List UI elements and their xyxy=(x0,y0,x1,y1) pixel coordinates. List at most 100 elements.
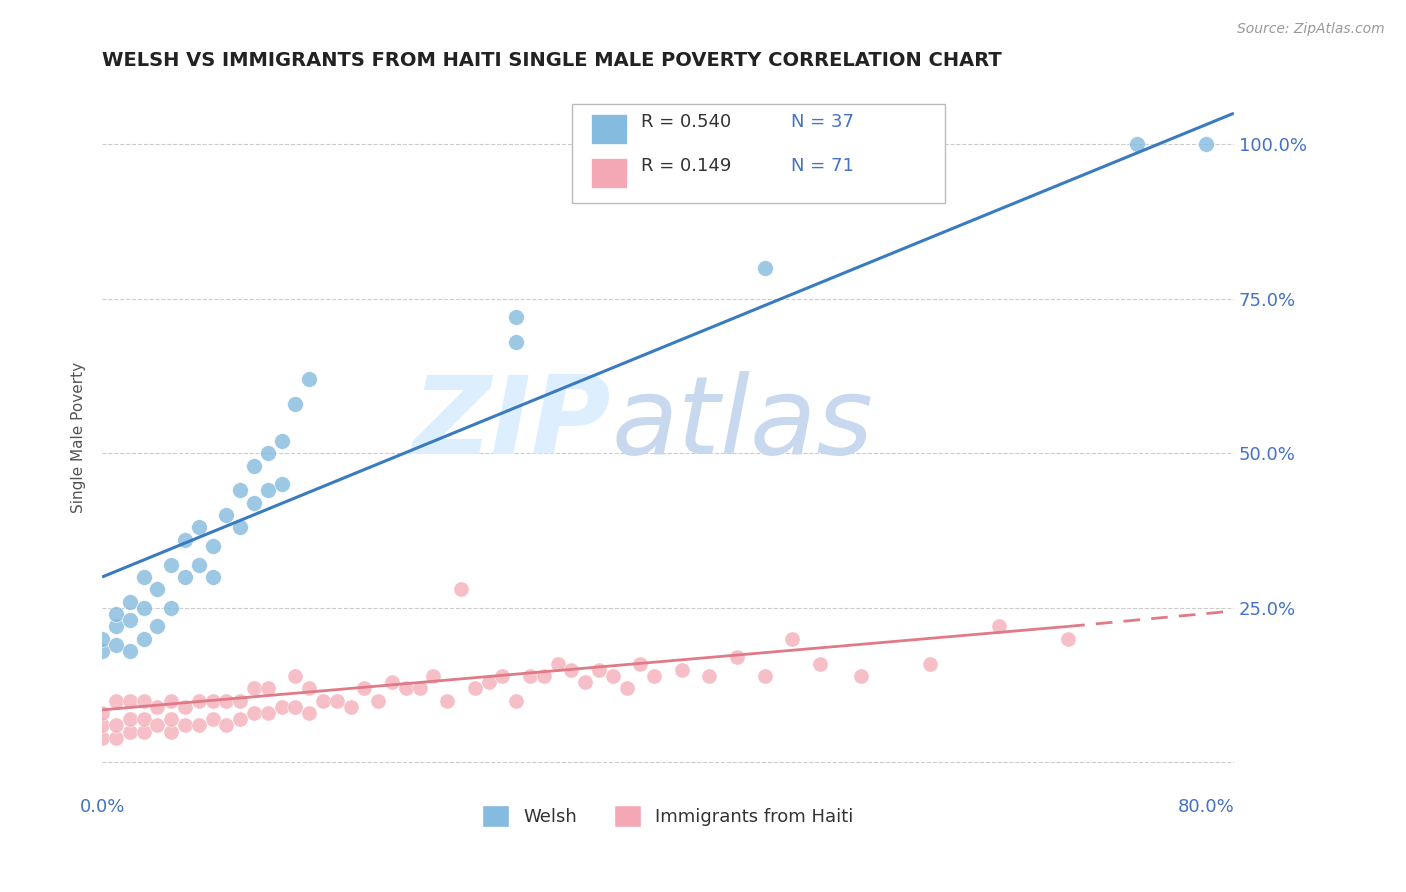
Point xyxy=(326,693,349,707)
Point xyxy=(229,693,252,707)
Point xyxy=(725,650,748,665)
Point xyxy=(146,718,169,732)
Text: ZIP: ZIP xyxy=(413,371,612,476)
Point xyxy=(174,699,197,714)
Point xyxy=(105,731,128,745)
Point xyxy=(118,644,141,658)
Point xyxy=(118,613,141,627)
Point xyxy=(284,669,307,683)
Point xyxy=(270,699,292,714)
Point xyxy=(201,570,224,584)
Point xyxy=(478,675,501,690)
Point xyxy=(105,607,128,621)
Text: R = 0.149: R = 0.149 xyxy=(641,157,731,175)
Point xyxy=(988,619,1011,633)
Point xyxy=(353,681,375,696)
Point xyxy=(643,669,665,683)
Point xyxy=(464,681,486,696)
Point xyxy=(187,693,209,707)
Point xyxy=(160,558,183,572)
Y-axis label: Single Male Poverty: Single Male Poverty xyxy=(72,362,86,514)
Point xyxy=(505,334,527,349)
Point xyxy=(160,712,183,726)
Point xyxy=(754,260,776,275)
Text: atlas: atlas xyxy=(612,371,873,476)
Point xyxy=(174,718,197,732)
Point xyxy=(628,657,651,671)
Point xyxy=(367,693,389,707)
Point xyxy=(160,600,183,615)
Point xyxy=(105,693,128,707)
Point xyxy=(270,477,292,491)
Point xyxy=(533,669,555,683)
Point xyxy=(256,446,278,460)
Point xyxy=(780,632,803,646)
Point xyxy=(547,657,569,671)
Point xyxy=(243,458,266,473)
Point xyxy=(519,669,541,683)
Point xyxy=(505,693,527,707)
Point xyxy=(754,669,776,683)
Point xyxy=(187,520,209,534)
Point xyxy=(574,675,596,690)
Point xyxy=(132,600,155,615)
Point xyxy=(229,520,252,534)
Point xyxy=(298,372,321,386)
Point xyxy=(602,669,624,683)
Text: R = 0.540: R = 0.540 xyxy=(641,113,731,131)
Point xyxy=(215,693,238,707)
Point xyxy=(105,619,128,633)
Point xyxy=(118,724,141,739)
Point xyxy=(91,731,114,745)
Point xyxy=(91,644,114,658)
Point xyxy=(91,632,114,646)
Point xyxy=(160,693,183,707)
Point xyxy=(229,483,252,498)
Point xyxy=(105,638,128,652)
Point xyxy=(132,724,155,739)
Point xyxy=(450,582,472,597)
Point xyxy=(699,669,721,683)
Point xyxy=(1057,632,1080,646)
Point xyxy=(243,706,266,720)
Point xyxy=(851,669,873,683)
Point xyxy=(118,595,141,609)
Text: N = 71: N = 71 xyxy=(792,157,855,175)
Point xyxy=(132,570,155,584)
Point xyxy=(187,718,209,732)
Point xyxy=(256,706,278,720)
Point xyxy=(146,619,169,633)
Point xyxy=(588,663,610,677)
Bar xyxy=(591,114,627,145)
Point xyxy=(270,434,292,448)
Point xyxy=(339,699,361,714)
Point xyxy=(505,310,527,325)
Point xyxy=(105,718,128,732)
Point xyxy=(408,681,430,696)
Point xyxy=(243,681,266,696)
Point xyxy=(146,699,169,714)
Point xyxy=(215,718,238,732)
Point xyxy=(201,693,224,707)
Point xyxy=(436,693,458,707)
Text: N = 37: N = 37 xyxy=(792,113,855,131)
Point xyxy=(381,675,404,690)
Point xyxy=(284,397,307,411)
Point xyxy=(560,663,582,677)
Point xyxy=(118,693,141,707)
Point xyxy=(491,669,513,683)
Point xyxy=(146,582,169,597)
Point xyxy=(187,558,209,572)
Point xyxy=(118,712,141,726)
Point xyxy=(312,693,335,707)
Point xyxy=(256,681,278,696)
Point xyxy=(132,632,155,646)
Point xyxy=(160,724,183,739)
Point xyxy=(1195,137,1218,152)
Point xyxy=(256,483,278,498)
Point xyxy=(91,718,114,732)
Text: Source: ZipAtlas.com: Source: ZipAtlas.com xyxy=(1237,22,1385,37)
Point xyxy=(422,669,444,683)
Point xyxy=(616,681,638,696)
Bar xyxy=(591,159,627,188)
